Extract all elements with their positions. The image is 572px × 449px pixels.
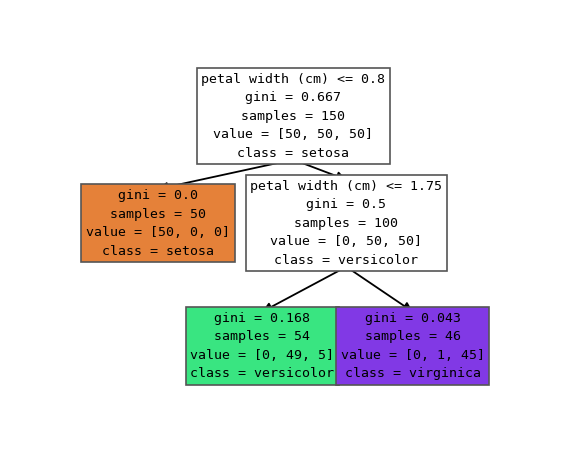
Text: petal width (cm) <= 0.8
gini = 0.667
samples = 150
value = [50, 50, 50]
class = : petal width (cm) <= 0.8 gini = 0.667 sam… <box>201 73 385 159</box>
Text: gini = 0.0
samples = 50
value = [50, 0, 0]
class = setosa: gini = 0.0 samples = 50 value = [50, 0, … <box>86 189 230 258</box>
Text: gini = 0.043
samples = 46
value = [0, 1, 45]
class = virginica: gini = 0.043 samples = 46 value = [0, 1,… <box>341 312 485 380</box>
Text: petal width (cm) <= 1.75
gini = 0.5
samples = 100
value = [0, 50, 50]
class = ve: petal width (cm) <= 1.75 gini = 0.5 samp… <box>251 180 442 267</box>
Text: gini = 0.168
samples = 54
value = [0, 49, 5]
class = versicolor: gini = 0.168 samples = 54 value = [0, 49… <box>190 312 334 380</box>
